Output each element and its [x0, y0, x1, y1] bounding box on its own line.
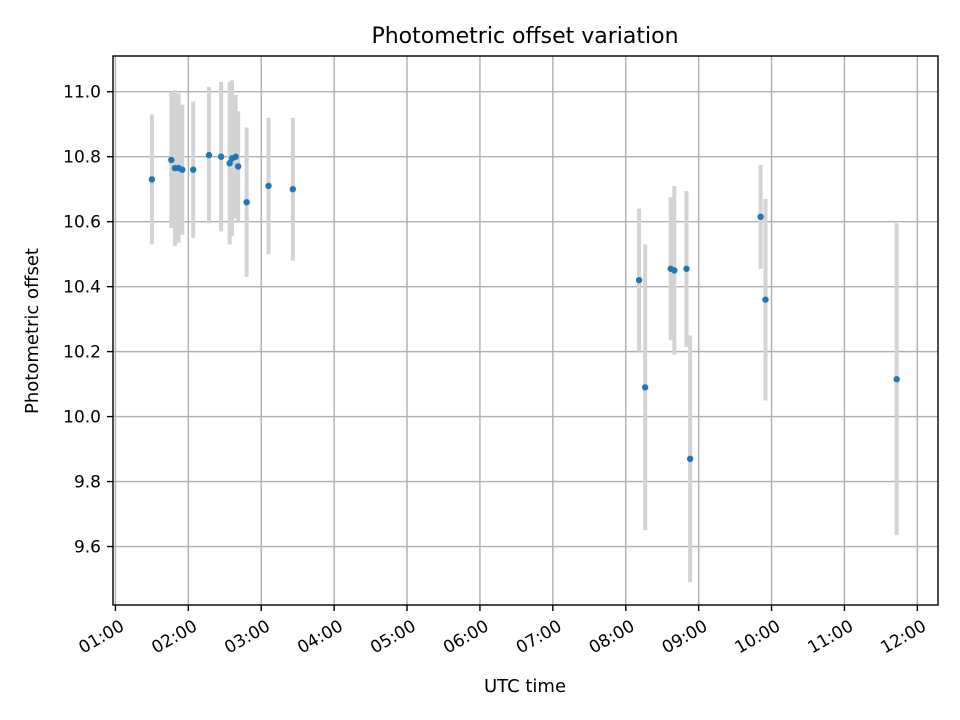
x-tick-label: 03:00	[221, 616, 273, 658]
x-tick-label: 08:00	[586, 616, 638, 658]
x-tick-label: 01:00	[75, 616, 127, 658]
y-tick-label: 10.8	[63, 148, 101, 168]
data-point	[757, 213, 764, 221]
x-tick-label: 05:00	[367, 616, 419, 658]
data-point	[671, 267, 678, 274]
data-point	[635, 276, 643, 284]
data-point	[148, 176, 156, 183]
data-point	[205, 151, 213, 159]
x-tick-label: 06:00	[440, 616, 492, 658]
data-point	[243, 198, 250, 206]
y-tick-label: 11.0	[63, 83, 101, 103]
data-point	[289, 185, 297, 193]
y-tick-label: 10.0	[63, 408, 101, 428]
point-layer	[148, 151, 900, 463]
x-tick-label: 10:00	[732, 616, 784, 658]
y-tick-label: 10.2	[63, 343, 101, 363]
x-tick-label: 07:00	[513, 616, 565, 658]
x-tick-label: 04:00	[294, 616, 346, 658]
x-axis-label: UTC time	[484, 676, 566, 697]
y-tick-label: 10.6	[63, 213, 101, 233]
data-point	[234, 163, 242, 170]
data-point	[168, 156, 175, 164]
errorbar-layer	[149, 80, 899, 583]
plot-frame	[112, 55, 939, 606]
x-tick-label: 12:00	[877, 616, 929, 658]
data-point	[762, 296, 769, 303]
data-point	[641, 384, 649, 391]
data-point	[232, 153, 239, 160]
x-tick-label: 11:00	[805, 616, 857, 658]
y-tick-label: 9.6	[74, 538, 101, 558]
data-point	[226, 160, 233, 167]
data-point	[265, 182, 272, 190]
data-point	[189, 166, 197, 173]
y-tick-label: 10.4	[63, 278, 101, 298]
y-tick-label: 9.8	[74, 473, 101, 493]
data-point	[686, 455, 694, 463]
x-tick-label: 09:00	[659, 616, 711, 658]
data-point	[893, 376, 900, 383]
data-point	[179, 166, 186, 173]
grid-layer	[113, 56, 938, 605]
data-point	[217, 153, 225, 160]
y-axis-label: Photometric offset	[22, 248, 43, 414]
x-tick-label: 02:00	[148, 616, 200, 658]
chart-title: Photometric offset variation	[371, 24, 678, 49]
data-point	[683, 265, 690, 272]
